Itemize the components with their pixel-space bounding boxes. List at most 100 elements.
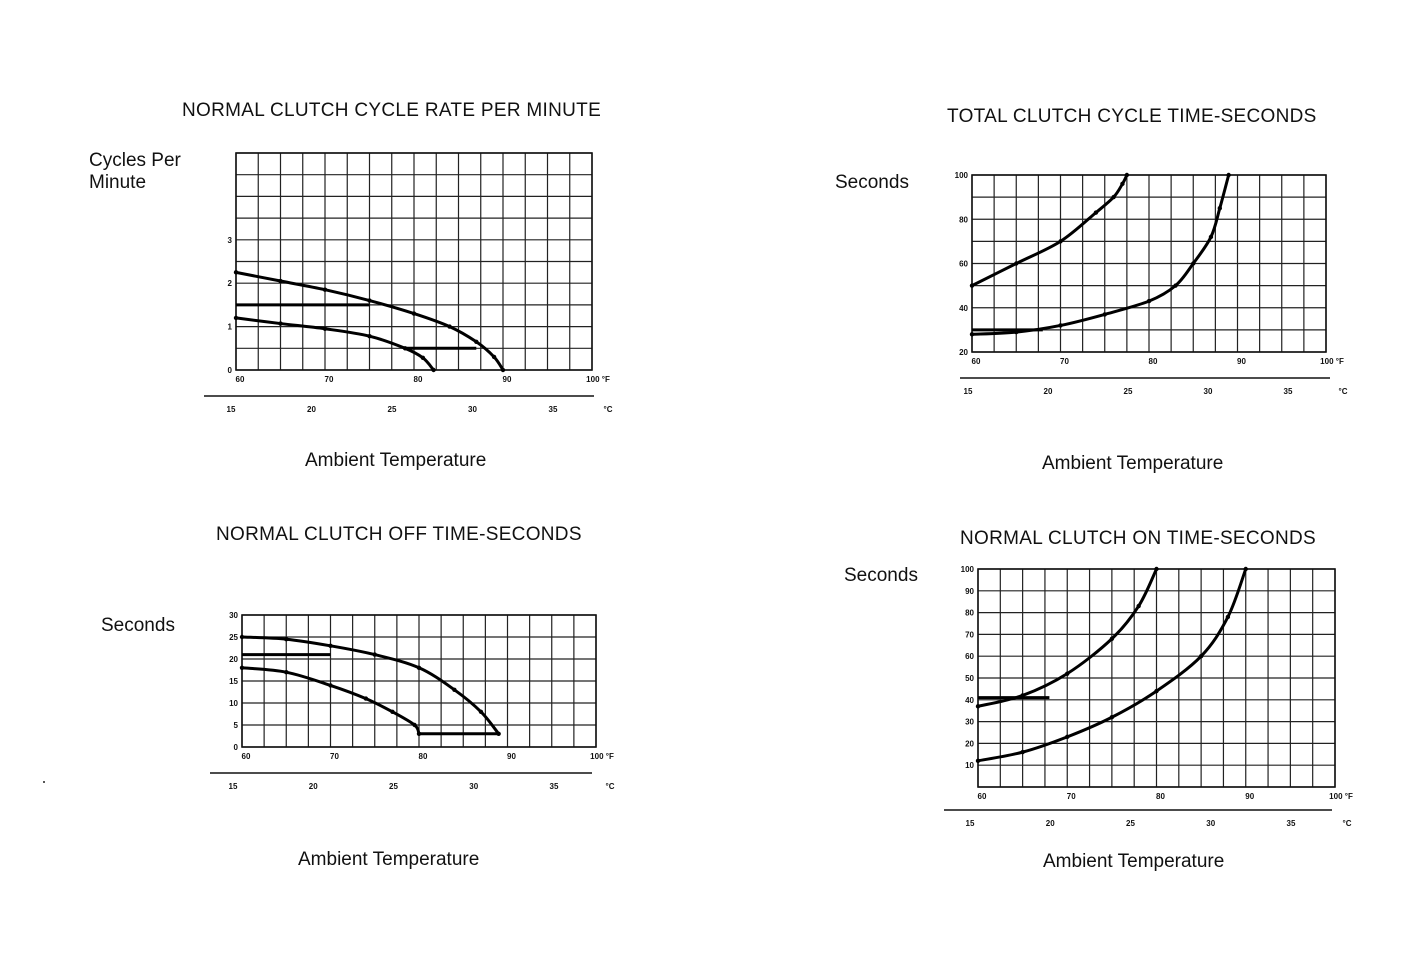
y-axis-label-cycle-rate: Cycles Per Minute: [89, 150, 181, 193]
curve-point: [975, 704, 981, 709]
y-tick-label: 15: [229, 677, 238, 686]
y-tick-label: 20: [959, 348, 968, 357]
curve-point: [233, 270, 239, 275]
scan-speck: [43, 781, 45, 783]
y-tick-label: 3: [228, 236, 233, 245]
y-axis-label-total-cycle-time: Seconds: [835, 172, 909, 193]
curve-point: [284, 670, 289, 675]
x-tick-label-c: 25: [388, 405, 397, 414]
curve-point: [975, 758, 981, 764]
curve-point: [1065, 671, 1070, 676]
y-tick-label: 100: [961, 565, 975, 574]
chart-title-cycle-rate: NORMAL CLUTCH CYCLE RATE PER MINUTE: [182, 100, 602, 121]
x-tick-label-c: 35: [1284, 387, 1293, 396]
curve-point: [390, 709, 395, 714]
curve-point: [284, 637, 289, 642]
y-tick-label: 20: [965, 739, 974, 748]
x-tick-label-f: 80: [414, 375, 423, 384]
x-tick-label-f: 100 °F: [1329, 792, 1353, 801]
x-tick-label-f: 70: [330, 752, 339, 761]
x-tick-label-c: 20: [1046, 819, 1055, 828]
y-tick-label: 30: [229, 611, 238, 620]
x-tick-label-c: 15: [227, 405, 236, 414]
plot-frame: [241, 614, 597, 748]
y-tick-label: 10: [229, 699, 238, 708]
x-tick-label-c: 35: [1287, 819, 1296, 828]
chart-title-total-cycle-time: TOTAL CLUTCH CYCLE TIME-SECONDS: [947, 106, 1317, 127]
y-tick-label: 1: [228, 323, 233, 332]
x-tick-label-f: 80: [419, 752, 428, 761]
curve-point: [474, 339, 479, 344]
curve-point: [1111, 194, 1116, 200]
y-tick-label: 80: [965, 609, 974, 618]
x-tick-label-c: 25: [1126, 819, 1135, 828]
curve-point: [1191, 261, 1196, 266]
curve-point: [452, 687, 457, 692]
curve-point: [278, 321, 283, 326]
x-tick-label-f: 90: [1245, 792, 1254, 801]
y-tick-label: 10: [965, 761, 974, 770]
curve-point: [322, 287, 328, 292]
x-tick-label-f: 100 °F: [1320, 357, 1344, 366]
x-tick-label-c: 30: [468, 405, 477, 414]
curve-point: [1020, 693, 1025, 698]
x-tick-label-c: °C: [604, 405, 613, 414]
curve-point: [447, 324, 452, 329]
y-tick-label: 60: [959, 260, 968, 269]
x-tick-label-f: 70: [325, 375, 334, 384]
x-tick-label-c: 20: [1044, 387, 1053, 396]
curve-point: [1226, 172, 1231, 178]
curve-point: [431, 367, 436, 373]
curve-point: [491, 354, 497, 360]
y-tick-label: 25: [229, 633, 238, 642]
x-tick-label-c: 25: [1124, 387, 1133, 396]
y-axis-label-on-time: Seconds: [844, 565, 918, 586]
curve-point: [367, 298, 372, 303]
curve-point: [1136, 603, 1141, 609]
y-tick-label: 80: [959, 215, 968, 224]
y-tick-label: 60: [965, 652, 974, 661]
curve-point: [278, 278, 283, 284]
x-tick-label-c: 20: [309, 782, 318, 791]
y-tick-label: 70: [965, 630, 974, 639]
chart-title-on-time: NORMAL CLUTCH ON TIME-SECONDS: [960, 528, 1317, 549]
x-tick-label-f: 90: [1237, 357, 1246, 366]
x-tick-label-f: 60: [242, 752, 251, 761]
y-tick-label: 100: [955, 171, 969, 180]
curve-point: [328, 683, 333, 688]
plot-frame: [235, 152, 593, 371]
curve-point: [1014, 329, 1019, 335]
curve-point: [1146, 298, 1152, 304]
x-tick-label-c: °C: [606, 782, 615, 791]
curve-point: [420, 355, 426, 361]
curve-point: [239, 634, 245, 640]
curve-point: [1014, 261, 1019, 266]
x-tick-label-f: 60: [972, 357, 981, 366]
y-tick-label: 5: [234, 721, 239, 730]
curve-point: [372, 652, 377, 657]
curve-point: [1198, 654, 1204, 659]
x-tick-label-c: 20: [307, 405, 316, 414]
x-tick-label-c: °C: [1339, 387, 1348, 396]
y-tick-label: 0: [228, 366, 233, 375]
x-tick-label-c: 30: [1204, 387, 1213, 396]
x-axis-label-cycle-rate: Ambient Temperature: [305, 450, 487, 471]
x-tick-label-f: 90: [507, 752, 516, 761]
x-tick-label-c: 30: [469, 782, 478, 791]
curve-point: [363, 696, 369, 701]
curve-point: [1020, 749, 1025, 755]
x-tick-label-c: 25: [389, 782, 398, 791]
curve-point: [1058, 323, 1063, 328]
x-tick-label-f: 90: [503, 375, 512, 384]
curve-point: [416, 731, 422, 736]
y-tick-label: 20: [229, 655, 238, 664]
x-tick-label-c: 35: [549, 405, 558, 414]
curve-point: [496, 731, 501, 736]
x-tick-label-f: 100 °F: [590, 752, 614, 761]
y-tick-label: 50: [965, 674, 974, 683]
x-tick-label-c: °C: [1343, 819, 1352, 828]
